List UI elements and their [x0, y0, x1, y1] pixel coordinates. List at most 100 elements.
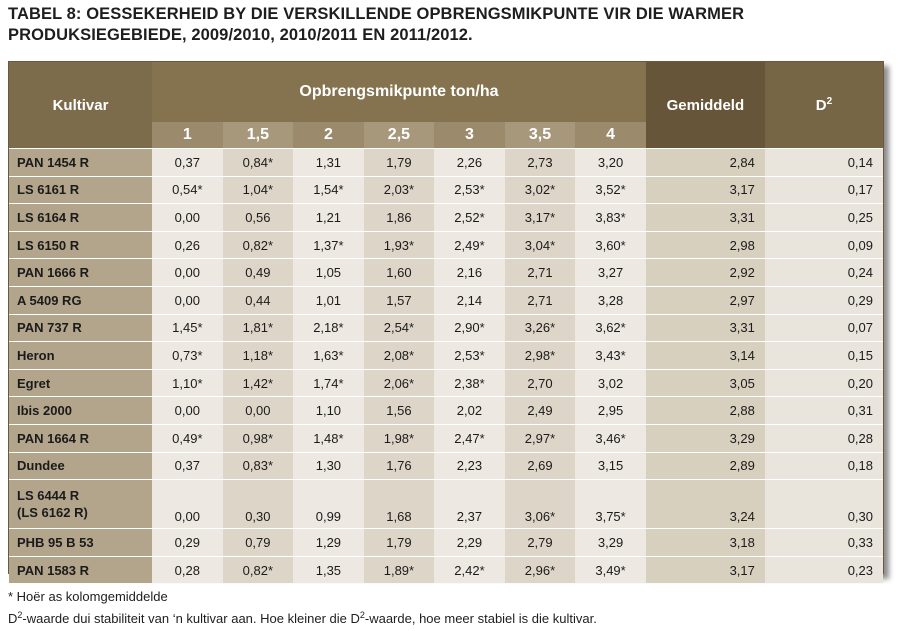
header-target: 3,5 — [504, 122, 576, 149]
d2-cell: 0,15 — [764, 341, 883, 370]
table-title-line-2: PRODUKSIEGEBIEDE, 2009/2010, 2010/2011 E… — [8, 26, 473, 44]
yield-cell: 2,06* — [363, 368, 435, 397]
yield-cell: 1,81* — [222, 313, 294, 342]
table-row: PAN 1666 R 0,00 0,49 1,05 1,60 2,16 2,71 3,27 2,… — [9, 258, 883, 287]
table-row: PAN 1664 R 0,49* 0,98* 1,48* 1,98* 2,47* 2,97*… — [9, 423, 883, 453]
yield-cell: 3,28 — [575, 285, 646, 315]
yield-cell: 0,00 — [152, 479, 223, 529]
yield-cell: 0,98* — [222, 423, 294, 453]
gemiddeld-cell: 2,97 — [645, 285, 765, 315]
yield-cell: 1,56 — [363, 396, 435, 425]
yield-cell: 0,37 — [152, 148, 223, 177]
table-row: Ibis 2000 0,00 0,00 1,10 1,56 2,02 2,49 2,95 2,8… — [9, 396, 883, 425]
yield-cell: 1,54* — [293, 175, 364, 204]
yield-cell: 0,37 — [152, 451, 223, 480]
yield-cell: 3,83* — [575, 203, 646, 232]
d2-cell: 0,30 — [764, 479, 883, 529]
d2-cell: 0,18 — [764, 451, 883, 480]
table-row: LS 6161 R 0,54* 1,04* 1,54* 2,03* 2,53* 3,02* 3… — [9, 175, 883, 204]
yield-cell: 2,54* — [363, 313, 435, 342]
yield-cell: 0,44 — [222, 285, 294, 315]
yield-cell: 0,73* — [152, 341, 223, 370]
cultivar-name: LS 6150 R — [9, 230, 153, 259]
yield-cell: 2,52* — [434, 203, 505, 232]
yield-cell: 2,49* — [434, 230, 505, 259]
yield-cell: 0,84* — [222, 148, 294, 177]
table-row: PAN 1454 R 0,37 0,84* 1,31 1,79 2,26 2,73 3,20 2… — [9, 148, 883, 177]
yield-cell: 2,96* — [504, 555, 576, 584]
yield-cell: 1,30 — [293, 451, 364, 480]
yield-cell: 3,49* — [575, 555, 646, 584]
gemiddeld-cell: 2,84 — [645, 148, 765, 177]
gemiddeld-cell: 3,31 — [645, 313, 765, 342]
header-target: 3 — [434, 122, 505, 149]
header-d2: D2 — [764, 62, 883, 149]
table-title-line-1: TABEL 8: OESSEKERHEID BY DIE VERSKILLEND… — [8, 5, 745, 23]
yield-cell: 1,10* — [152, 368, 223, 397]
table-row: Dundee 0,37 0,83* 1,30 1,76 2,23 2,69 3,15 2,89 0… — [9, 451, 883, 480]
header-gemiddeld: Gemiddeld — [645, 62, 765, 149]
yield-cell: 3,04* — [504, 230, 576, 259]
yield-cell: 2,23 — [434, 451, 505, 480]
cultivar-name-text: LS 6161 R — [17, 182, 80, 198]
yield-cell: 3,29 — [575, 528, 646, 557]
yield-cell: 0,00 — [152, 203, 223, 232]
cultivar-name-text: PHB 95 B 53 — [17, 534, 94, 550]
cultivar-name: LS 6161 R — [9, 175, 153, 204]
table-row: LS 6164 R 0,00 0,56 1,21 1,86 2,52* 3,17* 3,83*… — [9, 203, 883, 232]
yield-cell: 0,29 — [152, 528, 223, 557]
d2-cell: 0,29 — [764, 285, 883, 315]
yield-cell: 0,79 — [222, 528, 294, 557]
d2-cell: 0,24 — [764, 258, 883, 287]
header-yield-targets: Opbrengsmikpunte ton/ha — [152, 62, 646, 122]
yield-cell: 2,90* — [434, 313, 505, 342]
cultivar-name: LS 6164 R — [9, 203, 153, 232]
yield-cell: 0,49* — [152, 423, 223, 453]
yield-cell: 1,35 — [293, 555, 364, 584]
yield-cell: 1,57 — [363, 285, 435, 315]
yield-cell: 0,26 — [152, 230, 223, 259]
cultivar-name: PAN 1583 R — [9, 555, 153, 584]
yield-cell: 2,02 — [434, 396, 505, 425]
yield-cell: 1,98* — [363, 423, 435, 453]
yield-cell: 3,46* — [575, 423, 646, 453]
header-d2-superscript: 2 — [826, 96, 833, 107]
d2-cell: 0,20 — [764, 368, 883, 397]
yield-cell: 0,00 — [152, 396, 223, 425]
cultivar-name-text: LS 6444 R — [17, 488, 80, 504]
cultivar-name-text: PAN 1666 R — [17, 265, 90, 281]
header-target: 4 — [575, 122, 646, 149]
yield-cell: 1,74* — [293, 368, 364, 397]
yield-cell: 1,37* — [293, 230, 364, 259]
cultivar-name: Heron — [9, 341, 153, 370]
table-row: PAN 1583 R 0,28 0,82* 1,35 1,89* 2,42* 2,96* 3,… — [9, 555, 883, 584]
gemiddeld-cell: 3,14 — [645, 341, 765, 370]
yield-cell: 2,42* — [434, 555, 505, 584]
yield-cell: 0,56 — [222, 203, 294, 232]
table-row: Egret 1,10* 1,42* 1,74* 2,06* 2,38* 2,70 3,02 3,… — [9, 368, 883, 397]
yield-target-table: Kultivar Opbrengsmikpunte ton/ha Gemidde… — [9, 62, 883, 584]
yield-cell: 3,43* — [575, 341, 646, 370]
yield-cell: 1,48* — [293, 423, 364, 453]
yield-cell: 1,01 — [293, 285, 364, 315]
yield-cell: 3,02* — [504, 175, 576, 204]
table-footnotes: * Hoër as kolomgemiddelde D2-waarde dui … — [8, 588, 888, 628]
yield-cell: 0,82* — [222, 230, 294, 259]
yield-cell: 1,86 — [363, 203, 435, 232]
data-table-container: Kultivar Opbrengsmikpunte ton/ha Gemidde… — [8, 61, 884, 584]
yield-cell: 2,26 — [434, 148, 505, 177]
cultivar-name: A 5409 RG — [9, 285, 153, 315]
yield-cell: 2,73 — [504, 148, 576, 177]
yield-cell: 1,76 — [363, 451, 435, 480]
cultivar-name: Ibis 2000 — [9, 396, 153, 425]
gemiddeld-cell: 2,89 — [645, 451, 765, 480]
yield-cell: 2,69 — [504, 451, 576, 480]
footnote-d2: D2-waarde dui stabiliteit van ‘n kultiva… — [8, 606, 888, 628]
yield-cell: 0,82* — [222, 555, 294, 584]
cultivar-name: LS 6444 R (LS 6162 R) — [9, 479, 153, 529]
cultivar-name-text: Egret — [17, 375, 51, 391]
table-row: LS 6150 R 0,26 0,82* 1,37* 1,93* 2,49* 3,04* 3,… — [9, 230, 883, 259]
header-target: 1,5 — [222, 122, 294, 149]
header-kultivar: Kultivar — [9, 62, 153, 149]
cultivar-name-text-2: (LS 6162 R) — [17, 505, 88, 521]
